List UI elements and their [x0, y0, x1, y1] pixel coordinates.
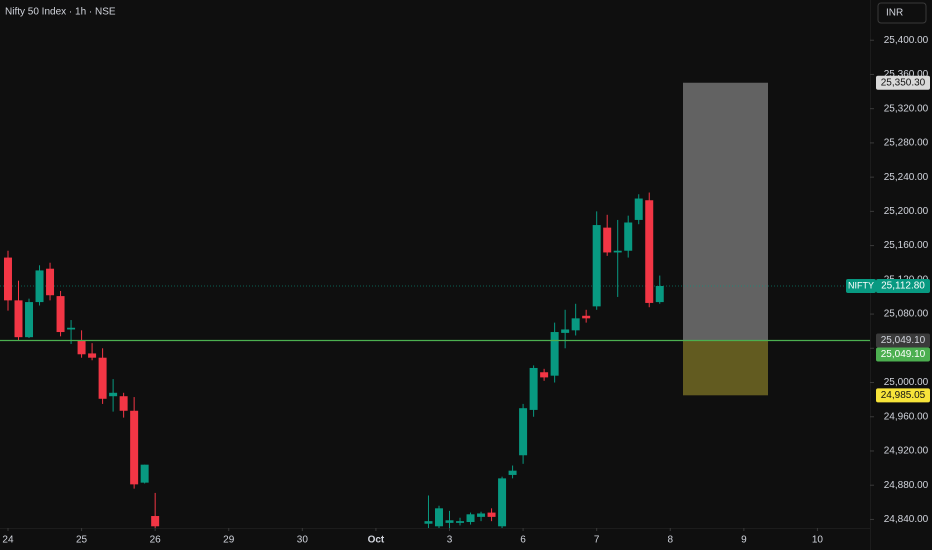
candle-body	[56, 296, 65, 333]
candle-body	[592, 225, 601, 307]
y-tick-label: 25,280.00	[884, 138, 929, 149]
entry-tag-2-label: 25,049.10	[881, 349, 926, 360]
y-tick-label: 25,320.00	[884, 103, 929, 114]
y-tick-label: 24,840.00	[884, 514, 929, 525]
x-tick-label: 29	[223, 535, 235, 546]
y-tick-label: 25,360.00	[884, 69, 929, 80]
x-tick-label: 10	[812, 535, 824, 546]
x-tick-label: 7	[594, 535, 600, 546]
currency-button[interactable]	[877, 2, 927, 24]
candle-body	[445, 520, 454, 523]
candle-body	[529, 367, 538, 410]
y-tick-label: 25,000.00	[884, 377, 929, 388]
candle-body	[550, 332, 559, 376]
y-tick-label: 25,080.00	[884, 309, 929, 320]
candle-body	[603, 227, 612, 253]
y-tick-label: 25,400.00	[884, 35, 929, 46]
candle-body	[498, 478, 507, 527]
stop-zone	[683, 340, 768, 396]
x-tick-label: 25	[76, 535, 88, 546]
x-tick-label: 8	[667, 535, 673, 546]
currency-label[interactable]: INR	[886, 8, 903, 19]
candle-body	[25, 302, 34, 338]
candle-body	[519, 408, 528, 456]
candle-body	[561, 329, 570, 333]
candle-body	[77, 340, 86, 355]
candle-body	[655, 285, 664, 303]
candle-body	[14, 300, 23, 338]
candle-body	[140, 464, 149, 483]
y-tick-label: 24,880.00	[884, 480, 929, 491]
x-tick-label: 9	[741, 535, 747, 546]
symbol-tag-label: NIFTY	[848, 280, 874, 290]
candle-body	[613, 250, 622, 253]
candle-body	[98, 357, 107, 399]
candle-body	[466, 514, 475, 523]
stop-tag-label: 24,985.05	[881, 390, 926, 401]
y-tick-label: 25,240.00	[884, 172, 929, 183]
y-tick-label: 25,200.00	[884, 206, 929, 217]
x-tick-label: 30	[297, 535, 309, 546]
candle-body	[508, 470, 517, 475]
last-price-tag-box	[876, 278, 930, 293]
candle-body	[67, 327, 76, 330]
candle-body	[487, 512, 496, 517]
candle-body	[456, 521, 465, 523]
candle-body	[109, 392, 118, 397]
stop-tag-box	[876, 388, 930, 403]
candle-body	[634, 198, 643, 220]
candle-body	[435, 508, 443, 527]
x-tick-label: 24	[2, 535, 14, 546]
target-zone	[683, 82, 768, 341]
candle-body	[46, 268, 55, 296]
y-tick-label: 24,960.00	[884, 411, 929, 422]
candle-body	[571, 318, 580, 331]
target-tag-box	[876, 75, 930, 90]
candle-body	[119, 396, 128, 411]
candle-body	[477, 513, 486, 517]
candle-body	[35, 270, 44, 303]
candle-body	[582, 315, 591, 319]
x-tick-label: 3	[447, 535, 453, 546]
candle-body	[3, 257, 12, 301]
candle-body	[130, 410, 139, 485]
entry-tag-label: 25,049.10	[881, 335, 926, 346]
candle-body	[645, 200, 654, 303]
candle-body	[88, 353, 97, 358]
candle-body	[424, 521, 433, 524]
chart-title: Nifty 50 Index · 1h · NSE	[5, 7, 116, 18]
target-tag-label: 25,350.30	[881, 77, 926, 88]
candle-body	[624, 222, 633, 251]
entry-tag-box	[876, 333, 930, 348]
x-tick-label: Oct	[368, 535, 385, 546]
last-price-tag-label: 25,112.80	[881, 281, 925, 292]
y-tick-label: 25,160.00	[884, 240, 929, 251]
y-tick-label: 24,920.00	[884, 446, 929, 457]
candle-body	[540, 372, 549, 378]
symbol-tag-box	[846, 278, 876, 293]
candle-body	[151, 516, 160, 527]
x-tick-label: 26	[150, 535, 162, 546]
x-tick-label: 6	[520, 535, 526, 546]
entry-tag-2-box	[876, 347, 930, 362]
